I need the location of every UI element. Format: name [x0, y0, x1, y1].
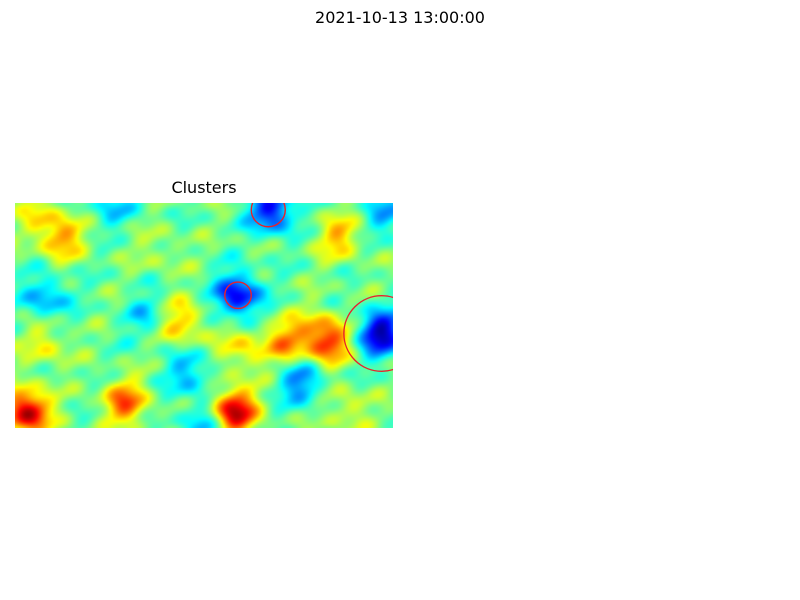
cluster-circle-2 [224, 281, 252, 310]
figure-suptitle: 2021-10-13 13:00:00 [315, 8, 485, 27]
heatmap-plot [15, 203, 393, 428]
chart-title: Clusters [171, 178, 237, 197]
cluster-circle-1 [250, 203, 286, 228]
cluster-markers [224, 203, 393, 372]
cluster-circle-3 [343, 295, 393, 372]
heatmap-image [15, 203, 393, 428]
